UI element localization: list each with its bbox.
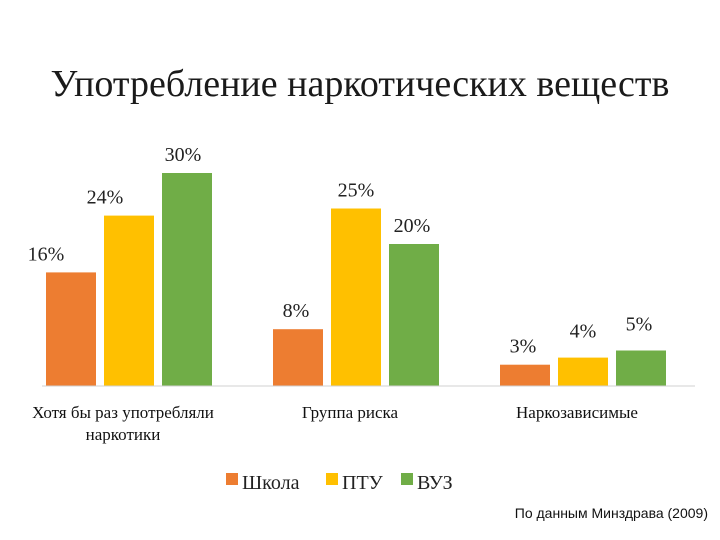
bar-1-0 xyxy=(104,215,154,386)
chart-title: Употребление наркотических веществ xyxy=(50,63,670,105)
legend-swatch-1 xyxy=(326,473,338,485)
bar-2-0 xyxy=(162,173,212,386)
data-label-1-2: 4% xyxy=(570,321,597,343)
bar-1-1 xyxy=(331,208,381,386)
data-label-0-1: 8% xyxy=(283,300,310,322)
legend-label-0: Школа xyxy=(242,472,300,494)
bar-1-2 xyxy=(558,357,608,386)
source-note: По данным Минздрава (2009) xyxy=(514,505,708,521)
data-label-2-0: 30% xyxy=(165,144,202,166)
data-label-2-2: 5% xyxy=(626,314,653,336)
legend-swatch-2 xyxy=(401,473,413,485)
category-label-0-1: наркотики xyxy=(86,425,161,444)
bar-0-1 xyxy=(273,329,323,386)
legend-swatch-0 xyxy=(226,473,238,485)
data-label-0-2: 3% xyxy=(510,336,537,358)
category-label-2-0: Наркозависимые xyxy=(516,403,638,422)
bar-0-2 xyxy=(500,364,550,386)
bars-group: 16% 8% 3% 24% 25% 4% 30% 20% 5% xyxy=(28,144,666,386)
legend: Школа ПТУ ВУЗ xyxy=(226,472,453,494)
legend-label-2: ВУЗ xyxy=(417,472,453,494)
category-label-1-0: Группа риска xyxy=(302,403,399,422)
data-label-1-1: 25% xyxy=(338,180,375,202)
category-label-0-0: Хотя бы раз употребляли xyxy=(32,403,214,422)
data-label-2-1: 20% xyxy=(394,215,431,237)
legend-label-1: ПТУ xyxy=(342,472,384,494)
bar-2-1 xyxy=(389,244,439,386)
bar-0-0 xyxy=(46,272,96,386)
bar-2-2 xyxy=(616,350,666,386)
data-label-0-0: 16% xyxy=(28,243,65,265)
data-label-1-0: 24% xyxy=(87,187,124,209)
category-labels: Хотя бы раз употребляли наркотики Группа р… xyxy=(32,403,638,444)
